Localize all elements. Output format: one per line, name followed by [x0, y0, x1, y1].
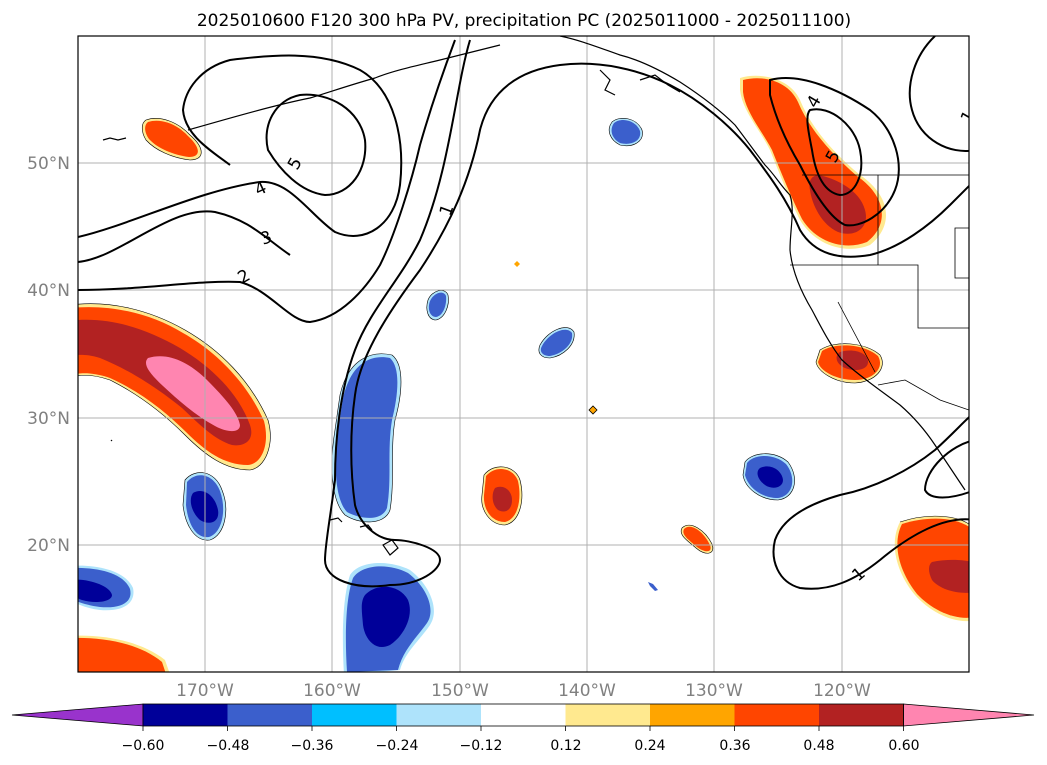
- colorbar-tick-label: −0.60: [122, 738, 165, 754]
- pv-contours: [78, 36, 969, 590]
- colorbar-bin: [734, 704, 820, 726]
- colorbar-outline: [142, 703, 904, 727]
- contour-5-west: [265, 93, 367, 197]
- lon-label: 150°W: [431, 681, 489, 701]
- colorbar-tick-label: −0.12: [460, 738, 503, 754]
- lat-label: 30°N: [27, 409, 70, 429]
- lon-label: 140°W: [558, 681, 616, 701]
- colorbar-bin: [819, 704, 904, 726]
- colorbar-bin: [481, 704, 566, 726]
- colorbar-tick-label: 0.48: [803, 738, 834, 754]
- colorbar-tick-label: −0.24: [376, 738, 419, 754]
- colorbar-tick-label: −0.48: [207, 738, 250, 754]
- longitude-labels: 170°W 160°W 150°W 140°W 130°W 120°W: [176, 681, 871, 701]
- contour-1-east-upper: [908, 36, 969, 152]
- colorbar: [11, 703, 1035, 731]
- colorbar-bin: [650, 704, 735, 726]
- lon-label: 160°W: [303, 681, 361, 701]
- colorbar-bin: [143, 704, 228, 726]
- colorbar-tick-label: 0.24: [634, 738, 665, 754]
- contour-4-west: [78, 54, 403, 238]
- contour-3-west: [78, 210, 291, 263]
- contour-1-central: [323, 39, 969, 588]
- contour-4-east: [769, 77, 900, 227]
- colorbar-tick-label: −0.36: [291, 738, 334, 754]
- contour-1-east-lower: [772, 415, 969, 590]
- coastlines: [102, 36, 966, 556]
- colorbar-tick-label: 0.12: [550, 738, 581, 754]
- map-frame: [77, 35, 970, 673]
- lon-label: 170°W: [176, 681, 234, 701]
- contour-label: 1: [957, 107, 980, 126]
- contour-2-west: [78, 39, 456, 324]
- graticule: [78, 36, 969, 672]
- borders: [790, 174, 969, 411]
- colorbar-extend-min: [11, 703, 144, 727]
- latitude-labels: 50°N 40°N 30°N 20°N: [27, 154, 70, 556]
- lat-label: 20°N: [27, 536, 70, 556]
- colorbar-tick-label: 0.36: [719, 738, 750, 754]
- map-panel: 5 4 3 2 1 1 4 5 1: [78, 36, 980, 672]
- precipitation-shading: [78, 75, 969, 672]
- lat-label: 50°N: [27, 154, 70, 174]
- lon-label: 130°W: [685, 681, 743, 701]
- lon-label: 120°W: [813, 681, 871, 701]
- colorbar-extend-max: [903, 703, 1035, 727]
- colorbar-bin: [227, 704, 313, 726]
- colorbar-tick-labels: −0.60 −0.48 −0.36 −0.24 −0.12 0.12 0.24 …: [122, 738, 920, 754]
- map-title: 2025010600 F120 300 hPa PV, precipitatio…: [197, 11, 851, 31]
- colorbar-bin: [312, 704, 397, 726]
- colorbar-bin: [565, 704, 651, 726]
- contour-5-east: [806, 108, 863, 197]
- lat-label: 40°N: [27, 281, 70, 301]
- colorbar-bin: [396, 704, 482, 726]
- contour-southeast-loop: [923, 440, 969, 499]
- colorbar-tick-label: 0.60: [888, 738, 919, 754]
